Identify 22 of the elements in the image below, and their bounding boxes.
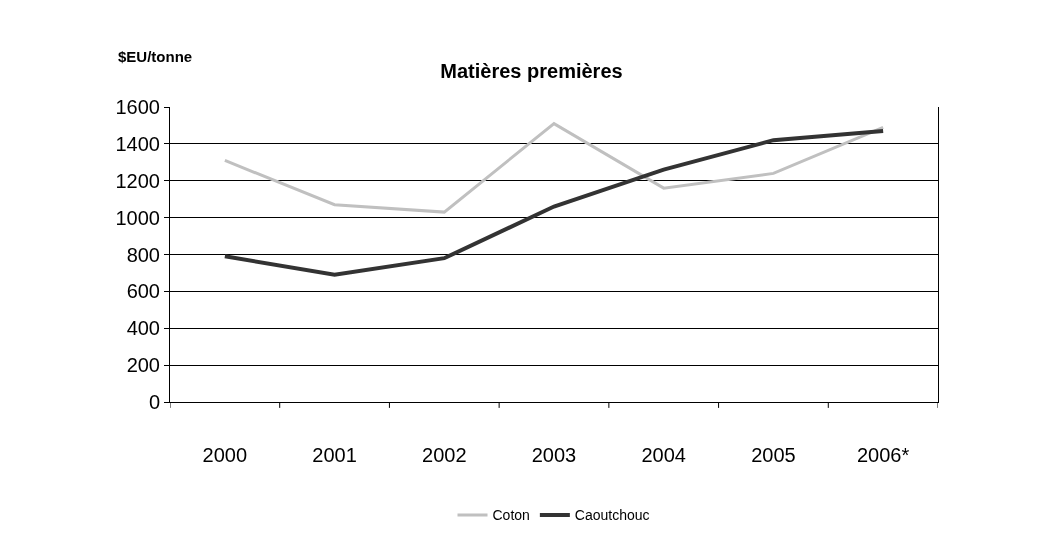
line-series	[223, 122, 885, 214]
x-tick-label: 2004	[641, 444, 686, 466]
y-tick-label: 400	[126, 317, 160, 340]
legend-label: Coton	[492, 507, 530, 524]
y-tick-label: 600	[126, 280, 160, 303]
y-tick-label: 200	[126, 354, 160, 377]
y-tick-label: 1400	[115, 132, 160, 155]
legend-label: Caoutchouc	[574, 507, 650, 524]
y-tick-label: 1200	[115, 169, 160, 192]
x-tick-label: 2002	[422, 444, 467, 466]
chart-title: Matières premières	[440, 59, 623, 82]
x-tick-label: 2001	[312, 444, 357, 466]
y-tick-label: 1000	[115, 206, 160, 229]
y-tick-label: 800	[126, 243, 160, 266]
y-axis-title: $EU/tonne	[118, 48, 193, 65]
x-tick-label: 2005	[751, 444, 796, 466]
x-tick-label: 2003	[531, 444, 577, 466]
line-series	[222, 128, 886, 277]
x-tick-label: 2000	[202, 444, 248, 466]
y-tick-label: 1600	[115, 96, 160, 118]
x-tick-label: 2006*	[857, 444, 910, 466]
y-tick-label: 0	[148, 391, 160, 413]
